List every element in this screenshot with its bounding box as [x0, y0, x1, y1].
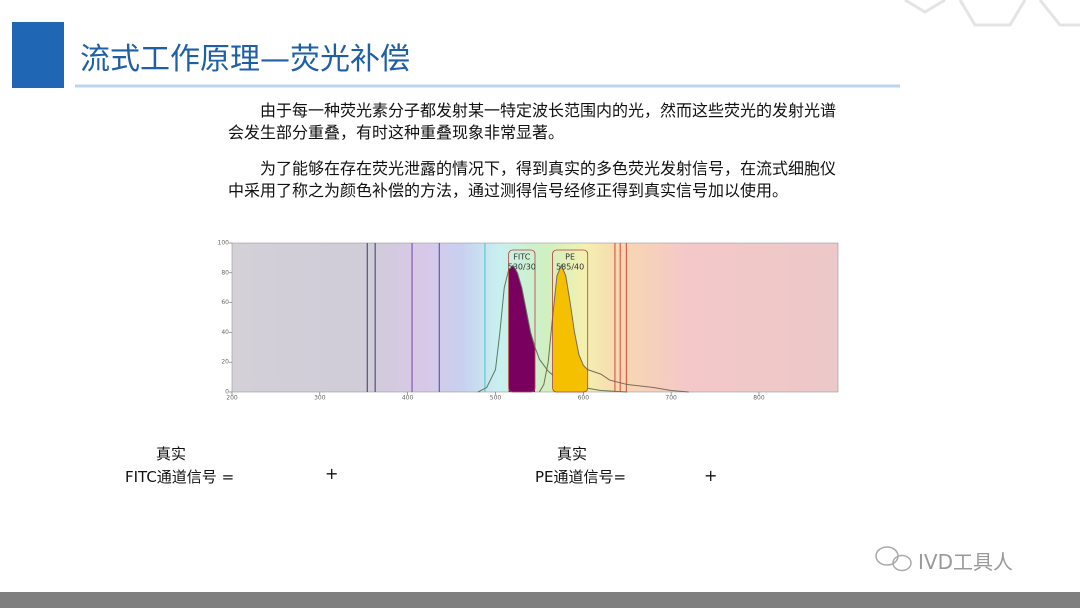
x-tick-label: 700 [665, 395, 677, 402]
eq-op: + [704, 466, 718, 485]
eq-top: 真实 [557, 445, 588, 463]
x-tick-label: 800 [753, 395, 765, 402]
eq-left: PE通道信号= [535, 468, 627, 486]
filled-emission [508, 265, 535, 392]
x-tick-label: 600 [578, 395, 590, 402]
filter-band: 530/30 [508, 263, 536, 272]
y-tick-label: 0 [225, 389, 229, 396]
filter-band: 585/40 [556, 263, 584, 272]
y-tick-label: 80 [221, 269, 229, 276]
filter-name: PE [565, 253, 575, 262]
wechat-icon [875, 546, 912, 572]
eq-left: FITC通道信号 = [125, 468, 235, 486]
filter-box [552, 249, 589, 393]
x-tick-label: 300 [314, 395, 326, 402]
filter-name: FITC [513, 253, 530, 262]
y-tick-label: 40 [221, 329, 229, 336]
x-tick-label: 400 [402, 395, 414, 402]
x-tick-label: 200 [226, 395, 238, 402]
title: 流式工作原理—荧光补偿 [80, 42, 410, 77]
eq-op: + [325, 464, 339, 483]
title-block [12, 22, 64, 88]
x-tick-label: 500 [490, 395, 502, 402]
footer-bar [0, 592, 1080, 608]
y-tick-label: 100 [218, 240, 230, 247]
filled-emission [552, 265, 588, 392]
paragraph: 由于每一种荧光素分子都发射某一特定波长范围内的光，然而这些荧光的发射光谱会发生部… [228, 101, 837, 142]
eq-top: 真实 [156, 445, 187, 463]
paragraph: 为了能够在存在荧光泄露的情况下，得到真实的多色荧光发射信号，在流式细胞仪中采用了… [228, 159, 837, 200]
filter-box [508, 249, 536, 393]
y-tick-label: 60 [221, 299, 229, 306]
hex-deco [904, 0, 1080, 27]
watermark: IVD工具人 [918, 550, 1013, 574]
y-tick-label: 20 [221, 359, 229, 366]
